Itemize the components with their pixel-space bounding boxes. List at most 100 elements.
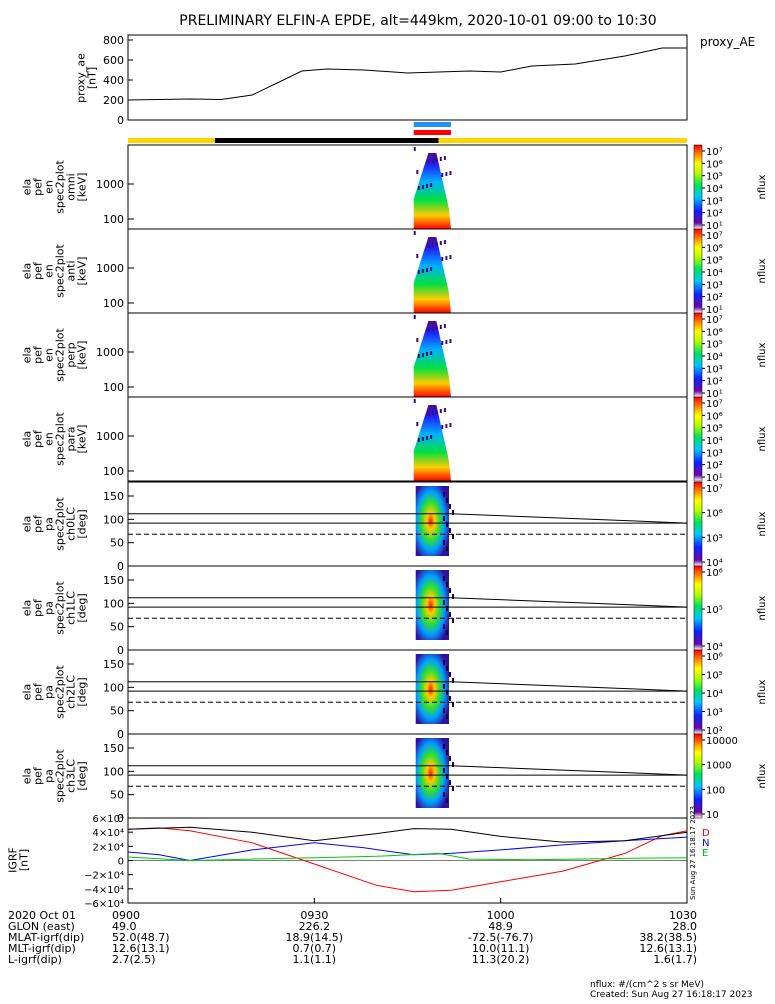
ytick-label: 100 [103,765,124,778]
spectrogram-speckle [427,244,430,248]
panel-frame [127,565,688,651]
igrf-ytick-label: −2×10⁴ [84,871,124,882]
ytick-label: 50 [110,705,124,718]
igrf-ytick-label: 6×10⁴ [93,814,124,825]
footer-table: 2020 Oct 01 0900 0930 1000 1030 GLON (east) 49… [8,898,697,966]
ytick-label: 1000 [96,430,124,443]
pa-panel-ylabel-line: pa [43,517,56,531]
colorbar-tick-label: 10³ [706,448,723,459]
colorbar-tick-label: 10³ [706,708,723,719]
spectrogram-speckle [416,170,419,174]
ae-legend: proxy_AE [700,35,755,49]
spectrogram-speckle [451,534,454,539]
spectrogram-speckle [445,798,448,803]
colorbar-tick-label: 10¹ [706,389,723,400]
ae-ytick-label: 0 [117,114,124,127]
spectrogram-speckle [421,353,424,357]
igrf-ytick-label: −6×10⁴ [84,899,124,910]
pa-panel-ylabel-line: pef [32,766,45,785]
footer-value: 1030 [669,909,697,922]
energy-panel-ylabel-line: anti [65,260,78,281]
ae-ylabel-line: [nT] [86,67,99,89]
colorbar-tick-label: 100 [706,785,725,796]
colorbar-tick-label: 10² [706,461,723,472]
colorbar-tick-label: 10⁵ [706,172,723,183]
spectrogram-speckle [448,696,451,701]
spectrogram-speckle [431,243,434,247]
colorbar [693,481,703,567]
footer-value: 10.0(11.1) [472,942,530,955]
spectrogram-speckle [421,269,424,273]
spectrogram-speckle [431,411,434,415]
colorbar-tick-label: 10⁶ [706,568,723,579]
ytick-label: 100 [103,681,124,694]
spectrogram-speckle [416,422,419,426]
colorbar-tick-label: 10⁶ [706,327,723,338]
spectrogram-burst [415,654,454,724]
spectrogram-speckle [442,576,445,581]
spectrogram-speckle [442,600,445,605]
loss-cone-line [450,765,688,776]
footer-value: 38.2(38.5) [639,931,697,944]
ytick-label: 1000 [96,178,124,191]
pa-panel-ylabel-line: pef [32,682,45,701]
spectrogram-speckle [426,184,429,188]
spectrogram-speckle [442,624,445,629]
colorbar-tick-label: 10⁵ [706,340,723,351]
spectrogram-speckle [448,588,451,593]
spectrogram-speckle [448,528,451,533]
colorbar-tick-label: 10⁵ [706,256,723,267]
footer-value: 1.6(1.7) [653,953,697,966]
spectrogram-speckle [417,354,420,358]
spectrogram-speckle [448,672,451,677]
spectrogram-speckle [442,516,445,521]
spectrogram-speckle [435,410,438,414]
ytick-label: 1000 [96,262,124,275]
spectrogram-speckle [417,270,420,274]
colorbar-tick-label: 10⁵ [706,605,723,616]
spectrogram-burst [415,486,454,556]
pa-panel-ylabel-line: ch0LC [65,507,78,541]
colorbar-tick-label: 10⁴ [706,436,723,447]
colorbar-tick-label: 10⁶ [706,243,723,254]
spectrogram-speckle [443,240,446,244]
ae-yticks: 800 600 400 200 0 [103,34,133,127]
energy-panel-ylabel-line: [keV] [76,341,89,370]
spectrogram-cone [413,405,451,481]
panel-frame [127,733,688,819]
spectrogram-speckle [421,437,424,441]
spectrogram-speckle [448,756,451,761]
pa-panel-ylabel-line: ch2LC [65,675,78,709]
ytick-label: 100 [103,213,124,226]
energy-panel-ylabel-line: spec2plot [54,328,67,382]
colorbar-tick-label: 10² [706,377,723,388]
ytick-label: 100 [103,381,124,394]
igrf-ytick-label: 0 [118,857,124,868]
pa-panel-ylabel-line: spec2plot [54,497,67,551]
footer-row-label: 2020 Oct 01 [8,909,76,922]
colorbar-label: nflux [757,511,768,536]
pa-panel-ylabel-line: ela [21,600,34,617]
footer-value: 52.0(48.7) [112,931,170,944]
spectrogram-speckle [442,792,445,797]
spectrogram-panels: 1000100elapefenspec2plotomni[keV]10⁷10⁶1… [21,144,768,825]
pa-panel-ylabel-line: ela [21,684,34,701]
spectrogram-speckle [442,768,445,773]
spectrogram-speckle [445,606,448,611]
orbit-marker [413,130,451,135]
spectrogram-speckle [416,338,419,342]
footer-note-created: Created: Sun Aug 27 16:18:17 2023 [590,990,752,1000]
igrf-ytick-label: 2×10⁴ [93,842,124,853]
spectrogram-speckle [445,256,448,260]
spectrogram-speckle [421,185,424,189]
energy-panel-ylabel-line: en [43,432,56,446]
pa-panel-ylabel-line: pef [32,514,45,533]
spectrogram-speckle [449,171,452,175]
colorbar-tick-label: 10³ [706,196,723,207]
panel-frame [127,481,688,567]
